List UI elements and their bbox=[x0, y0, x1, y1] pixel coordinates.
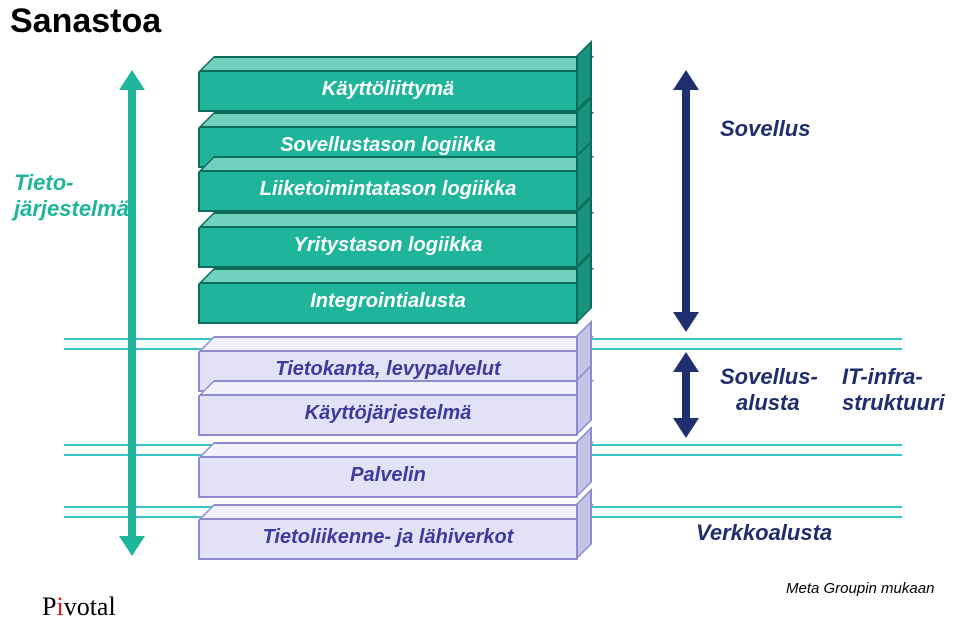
side-label-5: IT-infra- bbox=[842, 364, 923, 390]
slab-top-face bbox=[198, 268, 594, 284]
layer-slab-0: Käyttöliittymä bbox=[198, 72, 578, 112]
slab-top-face bbox=[198, 112, 594, 128]
side-label-1: järjestelmä bbox=[14, 196, 129, 222]
slab-label: Palvelin bbox=[200, 458, 576, 493]
page-title: Sanastoa bbox=[10, 2, 161, 41]
logo-text-post: votal bbox=[64, 592, 116, 621]
arrow-head-down-icon bbox=[673, 418, 699, 438]
slab-top-face bbox=[198, 380, 594, 396]
slab-label: Liiketoimintatason logiikka bbox=[200, 172, 576, 207]
side-label-3: Sovellus- bbox=[720, 364, 818, 390]
side-label-4: alusta bbox=[736, 390, 800, 416]
layer-slab-8: Tietoliikenne- ja lähiverkot bbox=[198, 520, 578, 560]
slab-side-face bbox=[576, 426, 592, 498]
side-label-2: Sovellus bbox=[720, 116, 810, 142]
slab-top-face bbox=[198, 336, 594, 352]
side-label-0: Tieto- bbox=[14, 170, 73, 196]
side-label-7: Verkkoalusta bbox=[696, 520, 832, 546]
layer-slab-6: Käyttöjärjestelmä bbox=[198, 396, 578, 436]
slab-top-face bbox=[198, 56, 594, 72]
diagram-stage: SanastoaKäyttöliittymäSovellustason logi… bbox=[0, 0, 960, 634]
layer-slab-3: Yritystason logiikka bbox=[198, 228, 578, 268]
slab-label: Integrointialusta bbox=[200, 284, 576, 319]
arrow-shaft bbox=[682, 84, 690, 318]
layer-slab-7: Palvelin bbox=[198, 458, 578, 498]
side-label-6: struktuuri bbox=[842, 390, 945, 416]
slab-top-face bbox=[198, 442, 594, 458]
slab-label: Käyttöjärjestelmä bbox=[200, 396, 576, 431]
logo-text-i: i bbox=[56, 592, 63, 621]
slab-label: Tietoliikenne- ja lähiverkot bbox=[200, 520, 576, 555]
slab-top-face bbox=[198, 156, 594, 172]
footer-credit: Meta Groupin mukaan bbox=[786, 580, 934, 597]
layer-slab-2: Liiketoimintatason logiikka bbox=[198, 172, 578, 212]
pivotal-logo: Pivotal bbox=[42, 592, 116, 622]
arrow-head-down-icon bbox=[119, 536, 145, 556]
slab-top-face bbox=[198, 212, 594, 228]
arrow-shaft bbox=[682, 366, 690, 424]
slab-side-face bbox=[576, 488, 592, 560]
arrow-shaft bbox=[128, 84, 136, 542]
logo-text-pre: P bbox=[42, 592, 56, 621]
layer-slab-4: Integrointialusta bbox=[198, 284, 578, 324]
slab-label: Käyttöliittymä bbox=[200, 72, 576, 107]
slab-label: Yritystason logiikka bbox=[200, 228, 576, 263]
arrow-head-down-icon bbox=[673, 312, 699, 332]
slab-top-face bbox=[198, 504, 594, 520]
